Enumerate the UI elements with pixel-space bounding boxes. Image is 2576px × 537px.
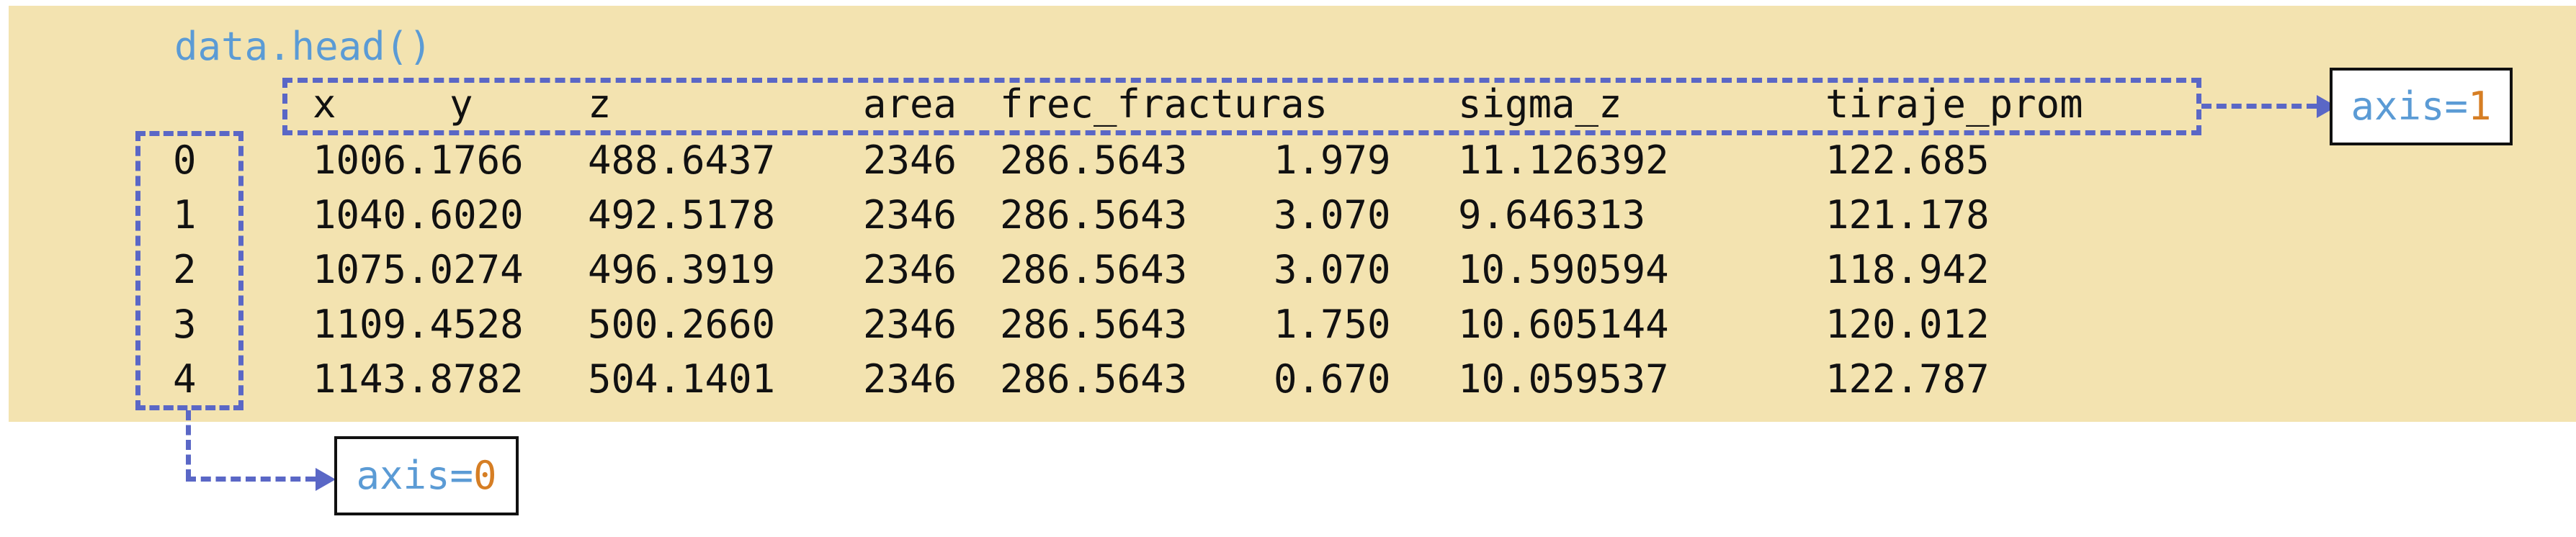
row-4-frec-fracturas: 286.5643	[1000, 356, 1188, 402]
row-index-1: 1	[173, 192, 197, 238]
row-3-frec-fracturas: 286.5643	[1000, 302, 1188, 347]
row-1-tiraje-prom: 121.178	[1825, 192, 1990, 238]
row-2-sigma-z: 10.590594	[1458, 247, 1669, 292]
header-sigma-z: sigma_z	[1458, 81, 1622, 127]
row-index-3: 3	[173, 302, 197, 347]
column-axis-highlight	[282, 78, 2201, 135]
axis1-value: 1	[2468, 84, 2492, 129]
axis0-connector-vertical	[186, 410, 191, 479]
row-3-area: 2346	[863, 302, 957, 347]
output-panel	[9, 6, 2576, 422]
row-2-frec-fracturas: 286.5643	[1000, 247, 1188, 292]
axis0-connector-horizontal	[186, 477, 316, 482]
row-3-sigma-value: 1.750	[1274, 302, 1391, 347]
row-2-sigma-value: 3.070	[1274, 247, 1391, 292]
header-frec-fracturas: frec_fracturas	[1000, 81, 1328, 127]
row-0-z: 488.6437	[588, 137, 776, 183]
row-index-4: 4	[173, 356, 197, 402]
row-2-z: 496.3919	[588, 247, 776, 292]
code-label: data.head()	[174, 24, 432, 69]
axis0-label: axis=	[356, 453, 474, 498]
row-3-x: 1109.4528	[313, 302, 524, 347]
row-0-sigma-value: 1.979	[1274, 137, 1391, 183]
row-4-z: 504.1401	[588, 356, 776, 402]
row-0-tiraje-prom: 122.685	[1825, 137, 1990, 183]
header-tiraje-prom: tiraje_prom	[1825, 81, 2083, 127]
row-1-sigma-value: 3.070	[1274, 192, 1391, 238]
row-1-frec-fracturas: 286.5643	[1000, 192, 1188, 238]
axis1-connector	[2201, 104, 2317, 109]
row-2-tiraje-prom: 118.942	[1825, 247, 1990, 292]
row-2-area: 2346	[863, 247, 957, 292]
row-1-area: 2346	[863, 192, 957, 238]
row-4-sigma-z: 10.059537	[1458, 356, 1669, 402]
row-3-z: 500.2660	[588, 302, 776, 347]
header-z: z	[588, 81, 612, 127]
header-area: area	[863, 81, 957, 127]
row-4-x: 1143.8782	[313, 356, 524, 402]
axis1-label: axis=	[2351, 84, 2469, 129]
row-4-tiraje-prom: 122.787	[1825, 356, 1990, 402]
row-0-x: 1006.1766	[313, 137, 524, 183]
row-0-area: 2346	[863, 137, 957, 183]
row-2-x: 1075.0274	[313, 247, 524, 292]
row-1-x: 1040.6020	[313, 192, 524, 238]
row-3-tiraje-prom: 120.012	[1825, 302, 1990, 347]
row-index-2: 2	[173, 247, 197, 292]
row-4-area: 2346	[863, 356, 957, 402]
row-0-sigma-z: 11.126392	[1458, 137, 1669, 183]
row-index-0: 0	[173, 137, 197, 183]
arrow-right-icon	[316, 468, 336, 491]
axis1-callout: axis= 1	[2330, 68, 2513, 145]
header-x: x	[313, 81, 336, 127]
row-0-frec-fracturas: 286.5643	[1000, 137, 1188, 183]
row-3-sigma-z: 10.605144	[1458, 302, 1669, 347]
row-1-z: 492.5178	[588, 192, 776, 238]
row-4-sigma-value: 0.670	[1274, 356, 1391, 402]
axis0-callout: axis= 0	[334, 436, 519, 515]
row-axis-highlight	[135, 131, 243, 410]
header-y: y	[450, 81, 473, 127]
row-1-sigma-z: 9.646313	[1458, 192, 1646, 238]
axis0-value: 0	[473, 453, 497, 498]
